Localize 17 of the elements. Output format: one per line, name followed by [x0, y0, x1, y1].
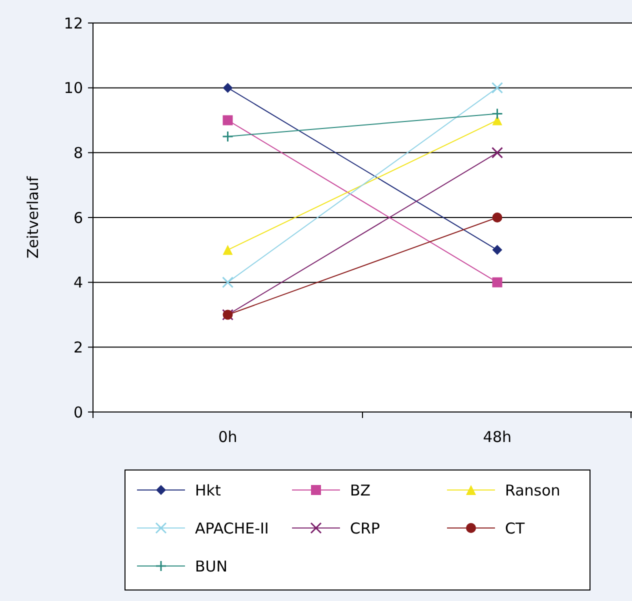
y-tick-label: 8 [73, 144, 83, 162]
x-tick-label: 48h [482, 428, 512, 446]
y-axis-title: Zeitverlauf [24, 176, 42, 258]
y-tick-label: 6 [73, 208, 83, 227]
legend-label: CT [505, 519, 526, 538]
legend-label: Ranson [505, 481, 560, 500]
y-tick-label: 4 [73, 274, 83, 292]
legend-label: APACHE-II [195, 519, 269, 538]
legend-label: BUN [195, 557, 228, 576]
legend-label: Hkt [195, 481, 221, 500]
y-tick-label: 12 [64, 14, 83, 32]
legend-label: BZ [350, 481, 371, 500]
y-tick-label: 10 [64, 79, 83, 98]
y-tick-label: 2 [73, 338, 83, 356]
legend-label: CRP [350, 519, 380, 538]
y-tick-label: 0 [73, 403, 83, 422]
x-tick-label: 0h [218, 428, 238, 446]
